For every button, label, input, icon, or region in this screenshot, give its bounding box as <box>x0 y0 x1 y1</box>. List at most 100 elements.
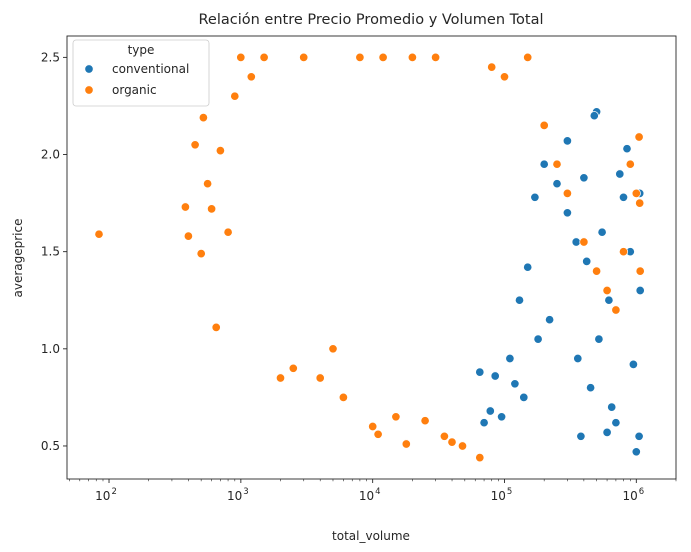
organic-point <box>315 373 325 383</box>
conventional-point <box>602 427 612 437</box>
conventional-point <box>628 359 638 369</box>
organic-point <box>401 439 411 449</box>
conventional-point <box>582 256 592 266</box>
organic-point <box>207 204 217 214</box>
organic-point <box>635 198 645 208</box>
conventional-point <box>618 192 629 202</box>
organic-point <box>203 179 213 189</box>
y-tick-label: 1.5 <box>41 245 60 259</box>
organic-point <box>523 52 533 62</box>
organic-point <box>391 412 401 422</box>
organic-point <box>211 322 221 332</box>
organic-point <box>579 237 589 247</box>
conventional-point <box>475 367 485 377</box>
organic-point <box>611 305 621 315</box>
organic-point <box>499 72 510 82</box>
conventional-point <box>634 431 644 441</box>
legend-marker-conventional <box>84 64 94 74</box>
organic-point <box>457 441 468 451</box>
plot-area <box>66 35 677 480</box>
organic-point <box>618 247 629 257</box>
y-tick-label: 2.0 <box>41 148 60 162</box>
conventional-point <box>573 353 583 364</box>
conventional-point <box>485 406 495 416</box>
organic-point <box>196 249 206 259</box>
conventional-point <box>622 144 632 154</box>
conventional-point <box>523 262 533 272</box>
conventional-point <box>497 412 507 422</box>
organic-point <box>602 285 612 296</box>
x-tick-label: 103 <box>227 487 249 503</box>
organic-point <box>635 266 645 276</box>
organic-point <box>246 72 256 82</box>
organic-point <box>259 52 269 62</box>
x-tick-label: 102 <box>95 487 117 503</box>
plot-frame <box>66 35 677 480</box>
organic-point <box>562 188 572 198</box>
organic-point <box>183 231 193 241</box>
organic-point <box>420 416 430 426</box>
conventional-point <box>562 208 572 218</box>
series-organic <box>94 52 645 463</box>
conventional-point <box>607 402 617 412</box>
organic-point <box>328 344 338 354</box>
y-tick-label: 0.5 <box>41 439 60 453</box>
conventional-point <box>615 169 625 179</box>
conventional-point <box>597 227 607 237</box>
organic-point <box>378 52 388 62</box>
organic-point <box>338 392 348 402</box>
organic-point <box>634 132 644 142</box>
organic-point <box>190 140 200 150</box>
organic-point <box>355 52 365 62</box>
organic-point <box>431 52 441 62</box>
conventional-point <box>519 392 529 402</box>
organic-point <box>439 431 449 441</box>
organic-point <box>407 52 417 62</box>
y-tick-label: 1.0 <box>41 342 60 356</box>
conventional-point <box>571 237 581 247</box>
organic-point <box>215 146 225 156</box>
organic-point <box>447 437 457 447</box>
organic-point <box>631 188 641 198</box>
conventional-point <box>545 315 555 325</box>
organic-point <box>487 62 497 72</box>
conventional-point <box>576 431 586 441</box>
conventional-point <box>490 371 500 381</box>
y-axis-ticks: 0.5 1.0 1.5 2.0 2.5 <box>41 50 67 453</box>
legend-label-conventional: conventional <box>112 62 189 76</box>
organic-point <box>299 52 309 62</box>
conventional-point <box>539 159 549 169</box>
conventional-point <box>514 295 525 305</box>
organic-point <box>552 159 562 169</box>
organic-point <box>288 363 298 373</box>
x-tick-label: 105 <box>491 487 513 503</box>
organic-point <box>223 227 233 237</box>
conventional-point <box>505 353 515 364</box>
organic-point <box>373 429 383 439</box>
conventional-point <box>631 447 641 457</box>
conventional-point <box>604 295 614 305</box>
organic-point <box>198 113 208 123</box>
conventional-point <box>552 179 562 189</box>
organic-point <box>475 453 485 463</box>
conventional-point <box>562 136 572 146</box>
conventional-point <box>635 285 645 296</box>
conventional-point <box>533 334 543 344</box>
conventional-point <box>579 173 589 183</box>
organic-point <box>94 229 104 239</box>
conventional-point <box>586 383 596 393</box>
legend: type conventional organic <box>72 39 210 107</box>
legend-marker-organic <box>84 85 94 95</box>
organic-point <box>368 421 378 432</box>
organic-point <box>180 202 190 212</box>
conventional-point <box>479 418 489 428</box>
organic-point <box>230 91 240 101</box>
conventional-point <box>510 379 520 389</box>
x-tick-label: 104 <box>359 487 381 503</box>
conventional-point <box>594 334 604 344</box>
legend-label-organic: organic <box>112 83 157 97</box>
organic-point <box>539 120 549 130</box>
conventional-point <box>589 111 599 121</box>
chart-title: Relación entre Precio Promedio y Volumen… <box>199 12 544 28</box>
